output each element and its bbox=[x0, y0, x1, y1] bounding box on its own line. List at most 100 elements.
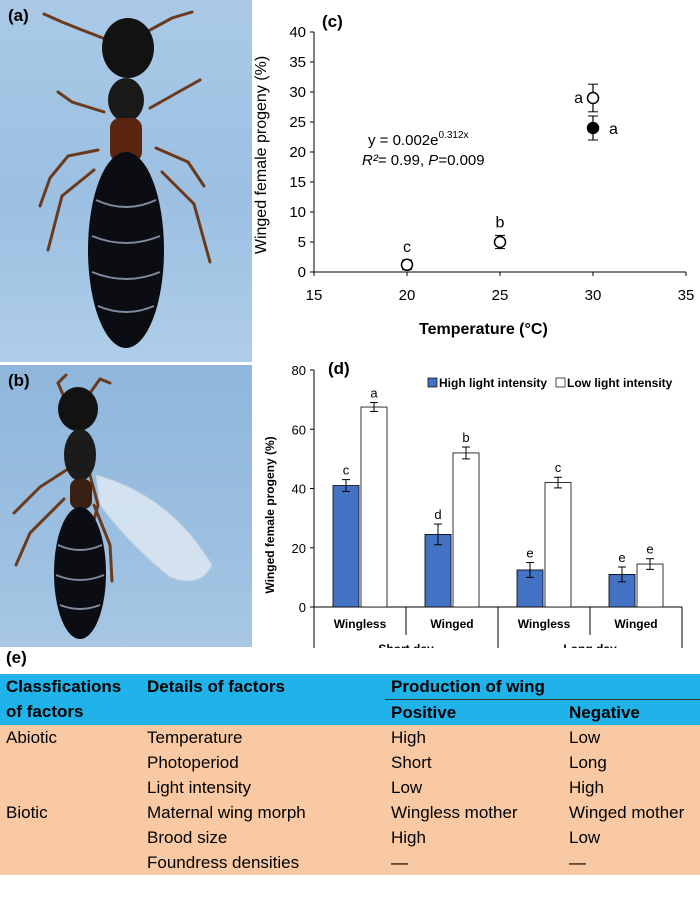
significance-letter: c bbox=[403, 239, 411, 256]
cell-positive: High bbox=[385, 825, 563, 850]
legend-swatch-low bbox=[555, 377, 566, 388]
significance-letter: e bbox=[526, 546, 533, 561]
cell-positive: Short bbox=[385, 750, 563, 775]
chart-c-axes bbox=[310, 31, 687, 276]
significance-letter: b bbox=[496, 214, 505, 231]
significance-letter: a bbox=[609, 121, 618, 138]
y-tick-label: 35 bbox=[289, 54, 306, 71]
y-tick-label: 20 bbox=[289, 144, 306, 161]
cell-positive: — bbox=[385, 850, 563, 875]
bar bbox=[332, 485, 360, 608]
significance-letter: c bbox=[555, 460, 562, 475]
chart-c-tick-labels: 0 5 10 15 20 25 30 35 40 15 20 25 30 35 bbox=[289, 24, 694, 304]
category-label: Wingless bbox=[334, 617, 387, 631]
temperature-chart: (c) 0 5 10 15 20 25 30 35 40 15 20 25 30 35 c b a a y = … bbox=[253, 12, 694, 338]
header-production-of-wing: Production of wing bbox=[385, 674, 700, 700]
bar bbox=[544, 482, 572, 608]
table-row: Biotic Maternal wing morph Wingless moth… bbox=[0, 800, 700, 825]
header-blank bbox=[141, 699, 385, 725]
chart-c-ylabel: Winged female progeny (%) bbox=[253, 56, 270, 254]
legend-label-high: High light intensity bbox=[439, 376, 547, 390]
cell-classification: Biotic bbox=[0, 800, 141, 825]
category-label: Wingless bbox=[518, 617, 571, 631]
significance-letter: e bbox=[646, 542, 653, 557]
cell-positive: Wingless mother bbox=[385, 800, 563, 825]
bar bbox=[636, 563, 664, 608]
y-tick-label: 20 bbox=[292, 541, 306, 556]
cell-classification: Abiotic bbox=[0, 725, 141, 750]
category-label: Winged bbox=[430, 617, 473, 631]
cell-negative: Long bbox=[563, 750, 700, 775]
chart-d-category-labels: Wingless Winged Wingless Winged Short day Lon… bbox=[334, 617, 658, 648]
header-of-factors: of factors bbox=[0, 699, 141, 725]
table-row: Foundress densities — — bbox=[0, 850, 700, 875]
panel-label-d: (d) bbox=[328, 360, 350, 378]
header-negative: Negative bbox=[563, 699, 700, 725]
significance-letter: a bbox=[370, 386, 378, 401]
photo-wingless-female: (a) bbox=[0, 0, 252, 362]
wingless-ant-illustration bbox=[38, 10, 212, 348]
cell-classification bbox=[0, 750, 141, 775]
table-subheader-row: of factors Positive Negative bbox=[0, 699, 700, 725]
equation-text: y = 0.002e0.312x bbox=[368, 130, 469, 149]
legend: High light intensity Low light intensity bbox=[427, 376, 673, 390]
factors-table: Classfications Details of factors Produc… bbox=[0, 674, 700, 875]
data-point-open bbox=[493, 235, 507, 249]
category-label: Winged bbox=[614, 617, 657, 631]
significance-letter: e bbox=[618, 550, 625, 565]
x-tick-label: 35 bbox=[678, 287, 695, 304]
y-tick-label: 80 bbox=[292, 363, 306, 378]
y-tick-label: 5 bbox=[298, 234, 306, 251]
significance-letter: d bbox=[434, 507, 441, 522]
cell-detail: Photoperiod bbox=[141, 750, 385, 775]
cell-negative: Low bbox=[563, 725, 700, 750]
cell-positive: High bbox=[385, 725, 563, 750]
cell-classification bbox=[0, 775, 141, 800]
cell-detail: Maternal wing morph bbox=[141, 800, 385, 825]
header-positive: Positive bbox=[385, 699, 563, 725]
y-tick-label: 10 bbox=[289, 204, 306, 221]
winged-ant-illustration bbox=[12, 373, 213, 639]
bar bbox=[452, 452, 480, 608]
group-label: Short day bbox=[378, 642, 434, 648]
header-details: Details of factors bbox=[141, 674, 385, 700]
y-tick-label: 0 bbox=[298, 264, 306, 281]
cell-negative: High bbox=[563, 775, 700, 800]
chart-d-ylabel: Winged female progeny (%) bbox=[263, 436, 277, 593]
table-row: Photoperiod Short Long bbox=[0, 750, 700, 775]
light-photoperiod-bar-chart: (d) High light intensity Low light inten… bbox=[263, 360, 683, 648]
cell-negative: Winged mother bbox=[563, 800, 700, 825]
panel-label-a: (a) bbox=[8, 6, 29, 25]
y-tick-label: 30 bbox=[289, 84, 306, 101]
y-tick-label: 15 bbox=[289, 174, 306, 191]
table-row: Brood size High Low bbox=[0, 825, 700, 850]
header-classifications: Classfications bbox=[0, 674, 141, 700]
cell-classification bbox=[0, 825, 141, 850]
cell-detail: Temperature bbox=[141, 725, 385, 750]
cell-negative: Low bbox=[563, 825, 700, 850]
panel-label-c: (c) bbox=[322, 12, 343, 31]
x-tick-label: 15 bbox=[306, 287, 323, 304]
factors-table-panel: (e) Classfications Details of factors Pr… bbox=[0, 648, 700, 915]
panel-label-e: (e) bbox=[6, 648, 27, 667]
x-tick-label: 20 bbox=[399, 287, 416, 304]
x-tick-label: 30 bbox=[585, 287, 602, 304]
data-point-open bbox=[586, 91, 600, 105]
chart-d-tick-labels: 0 20 40 60 80 bbox=[292, 363, 306, 615]
group-label: Long day bbox=[563, 642, 617, 648]
bar bbox=[424, 534, 452, 608]
chart-c-xlabel: Temperature (°C) bbox=[419, 321, 548, 338]
panel-label-b: (b) bbox=[8, 371, 30, 390]
legend-label-low: Low light intensity bbox=[567, 376, 673, 390]
table-row: Light intensity Low High bbox=[0, 775, 700, 800]
table-header-row: Classfications Details of factors Produc… bbox=[0, 674, 700, 700]
significance-letter: b bbox=[462, 430, 469, 445]
legend-swatch-high bbox=[427, 377, 438, 388]
table-row: Abiotic Temperature High Low bbox=[0, 725, 700, 750]
data-point-open bbox=[400, 258, 414, 272]
bar bbox=[360, 406, 388, 608]
significance-letter: c bbox=[343, 463, 350, 478]
chart-c-points: c b a a bbox=[400, 83, 618, 272]
data-point-filled bbox=[586, 121, 600, 135]
y-tick-label: 40 bbox=[292, 482, 306, 497]
